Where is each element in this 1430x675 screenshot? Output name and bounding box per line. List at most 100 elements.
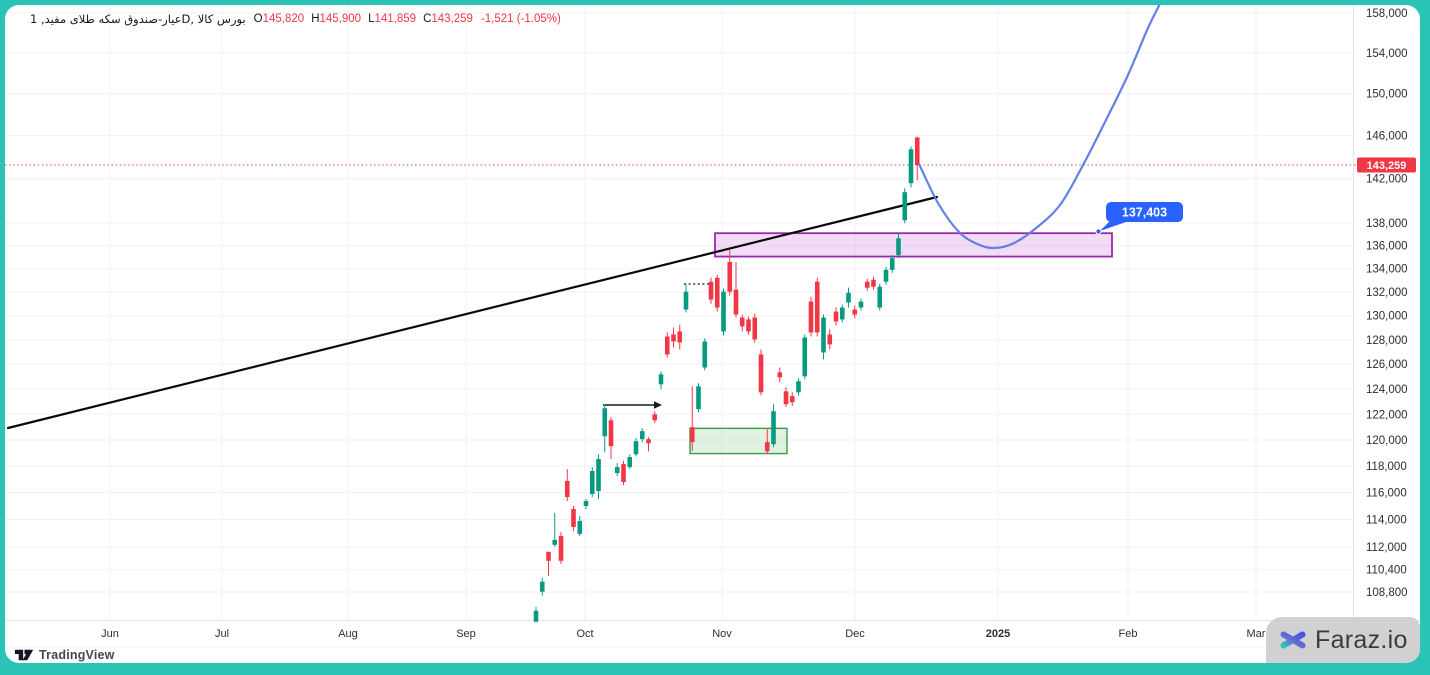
candle-body xyxy=(696,386,701,410)
candle-body xyxy=(583,501,589,506)
price-tick-label: 108,800 xyxy=(1366,587,1408,599)
high-label: H xyxy=(311,13,320,25)
candle-body xyxy=(539,581,545,592)
candle-body xyxy=(646,439,651,444)
open-label: O xyxy=(253,13,263,25)
faraz-watermark[interactable]: Faraz.io xyxy=(1266,617,1420,663)
time-tick-label: Mar xyxy=(1247,628,1266,640)
candle-body xyxy=(571,508,576,527)
callout-value: 137,403 xyxy=(1122,206,1167,220)
ohlc-values: O145,820 H145,900 L141,859 C143,259 xyxy=(254,13,473,25)
candle-body xyxy=(889,258,895,270)
candle-body xyxy=(808,301,814,333)
candle-body xyxy=(858,301,864,308)
time-axis[interactable]: Jun Jul Aug Sep Oct Nov Dec 2025 Feb Mar xyxy=(101,628,1266,640)
price-tick-label: 146,000 xyxy=(1366,131,1408,143)
candle-body xyxy=(846,292,851,303)
time-tick-label: Jul xyxy=(215,628,229,640)
price-tick-label: 138,000 xyxy=(1366,218,1408,230)
candle-body xyxy=(596,459,601,492)
candle-body xyxy=(771,411,776,445)
candle-body xyxy=(614,467,620,474)
candle-body xyxy=(708,281,714,300)
projection-curve[interactable] xyxy=(918,5,1164,250)
candle-body xyxy=(752,317,758,340)
resistance-zone[interactable] xyxy=(714,232,1113,258)
candle-body xyxy=(789,396,795,403)
price-tick-label: 128,000 xyxy=(1366,335,1408,347)
candle-body xyxy=(589,471,595,495)
annotation-overlay[interactable]: 137,403 xyxy=(1095,202,1183,235)
low-value: 141,859 xyxy=(374,13,417,25)
candle-body xyxy=(908,149,914,184)
time-tick-label: Feb xyxy=(1119,628,1138,640)
tradingview-attribution[interactable]: TradingView xyxy=(14,648,115,662)
candle-body xyxy=(633,441,639,455)
candle-body xyxy=(702,341,708,368)
candle-body xyxy=(733,289,739,315)
close-label: C xyxy=(423,13,432,25)
price-tick-label: 114,000 xyxy=(1366,515,1407,527)
price-tick-label: 126,000 xyxy=(1366,359,1408,371)
candle-body xyxy=(658,374,664,385)
candle-body xyxy=(764,442,770,452)
trendline[interactable] xyxy=(6,195,939,430)
candle-body xyxy=(883,269,889,282)
price-tick-label: 122,000 xyxy=(1366,409,1408,421)
time-tick-label: Sep xyxy=(456,628,476,640)
price-tick-label: 136,000 xyxy=(1366,241,1408,253)
price-tick-label: 130,000 xyxy=(1366,311,1408,323)
chart-svg: 158,000 154,000 150,000 146,000 142,000 138,0… xyxy=(5,5,1420,648)
candle-body xyxy=(533,610,539,622)
high-value: 145,900 xyxy=(319,13,362,25)
callout-label[interactable] xyxy=(1106,202,1183,222)
candle-body xyxy=(721,291,726,332)
candle-body xyxy=(746,319,751,332)
price-tick-label: 110,400 xyxy=(1366,564,1407,576)
close-value: 143,259 xyxy=(431,13,473,25)
candle-body xyxy=(577,521,583,534)
faraz-brand-label: Faraz.io xyxy=(1315,625,1408,654)
candle-body xyxy=(896,238,901,256)
candle-body xyxy=(821,317,826,353)
candle-body xyxy=(758,354,764,393)
price-tick-label: 116,000 xyxy=(1366,488,1407,500)
candle-body xyxy=(652,414,658,421)
price-tick-label: 120,000 xyxy=(1366,435,1408,447)
price-tick-label: 124,000 xyxy=(1366,384,1408,396)
time-tick-label: Nov xyxy=(712,628,732,640)
candle-body xyxy=(739,317,745,327)
callout-tail xyxy=(1100,221,1126,231)
price-tick-label: 150,000 xyxy=(1366,89,1408,101)
candle-body xyxy=(608,420,614,447)
chart-pane[interactable] xyxy=(5,5,1358,622)
candle-body xyxy=(671,334,676,342)
price-tick-label: 154,000 xyxy=(1366,48,1408,60)
price-tick-label: 134,000 xyxy=(1366,264,1408,276)
candle-body xyxy=(852,309,858,315)
candle-body xyxy=(558,535,564,561)
candle-body xyxy=(546,551,551,561)
candle-body xyxy=(814,281,820,333)
tradingview-icon xyxy=(14,649,34,661)
grid-lines xyxy=(5,5,1420,648)
price-axis[interactable]: 158,000 154,000 150,000 146,000 142,000 138,0… xyxy=(1357,8,1416,599)
candle-body xyxy=(689,427,695,443)
candle-body xyxy=(783,391,789,405)
candle-body xyxy=(677,331,683,343)
candle-body xyxy=(564,480,570,497)
candle-body xyxy=(727,261,733,292)
candle-body xyxy=(602,408,608,437)
candle-body xyxy=(914,137,920,165)
open-value: 145,820 xyxy=(262,13,305,25)
candle-body xyxy=(871,279,876,287)
price-tick-label: 112,000 xyxy=(1366,542,1407,554)
support-zone[interactable] xyxy=(689,427,788,455)
time-tick-label: 2025 xyxy=(986,628,1010,640)
candle-body xyxy=(827,334,833,345)
candle-body xyxy=(802,337,808,377)
change-value: -1,521 (-1.05%) xyxy=(480,13,561,25)
price-tick-label: 158,000 xyxy=(1366,8,1408,20)
candle-body xyxy=(683,291,689,310)
